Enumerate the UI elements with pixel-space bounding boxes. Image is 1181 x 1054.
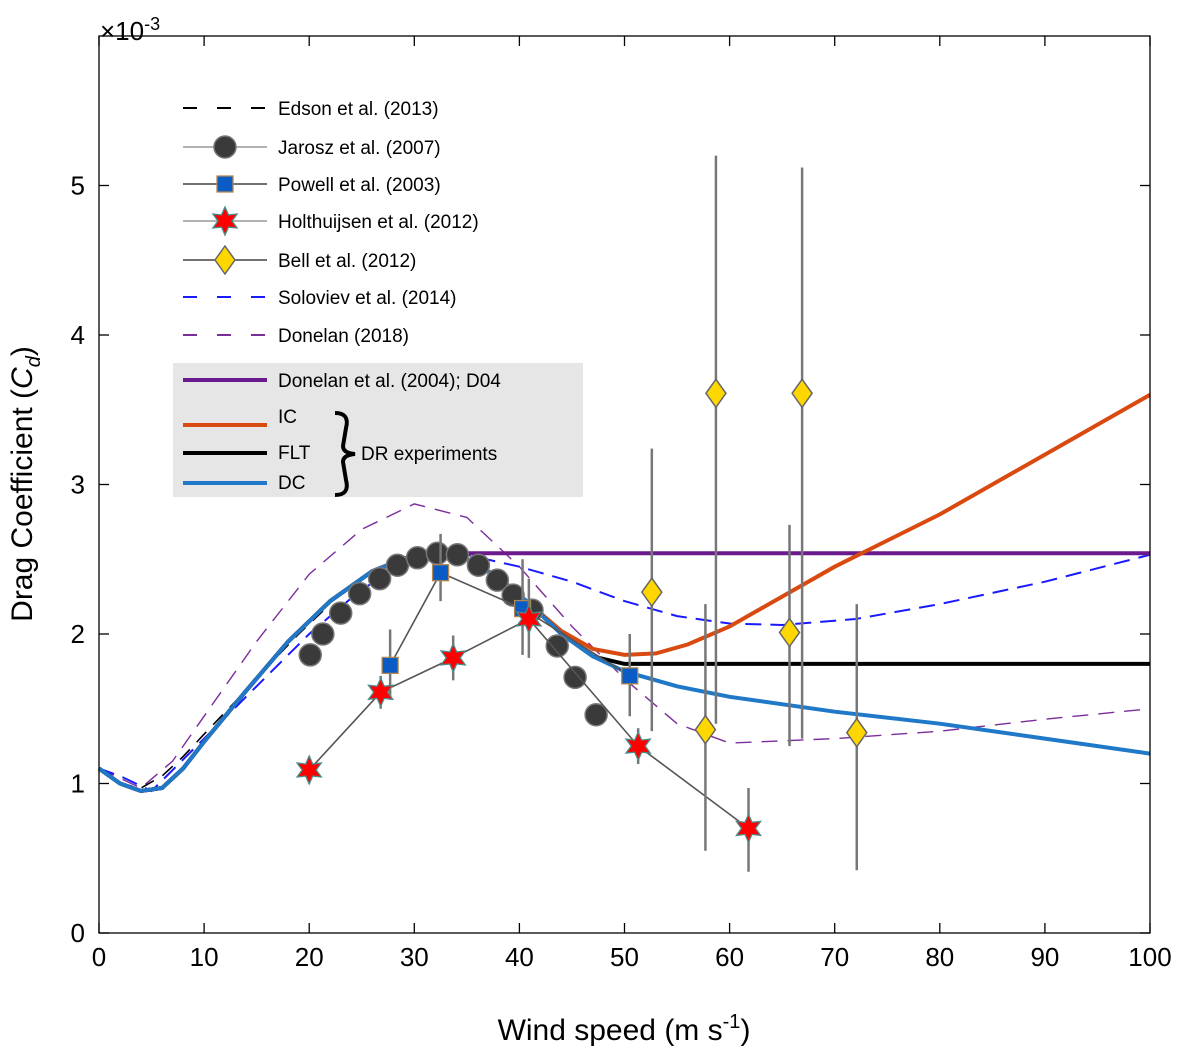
data-point-jarosz-et-al-2007	[347, 581, 372, 606]
legend-label-holthuijsen-et-al-2012: Holthuijsen et al. (2012)	[278, 212, 479, 233]
legend-marker-jarosz-et-al-2007	[213, 135, 237, 159]
data-point-holthuijsen-et-al-2012	[624, 730, 652, 762]
data-point-holthuijsen-et-al-2012	[515, 603, 543, 635]
x-tick-label: 60	[715, 942, 744, 972]
data-point-bell-et-al-2012	[705, 378, 727, 409]
data-point-jarosz-et-al-2007	[367, 566, 392, 591]
data-point-jarosz-et-al-2007	[563, 665, 587, 690]
series-line-holthuijsen-et-al-2012	[308, 618, 749, 830]
series-line-powell-et-al-2003	[389, 571, 631, 677]
legend-label-flt: FLT	[278, 443, 311, 464]
x-tick-label: 100	[1128, 942, 1171, 972]
x-tick-label: 50	[610, 942, 639, 972]
data-point-jarosz-et-al-2007	[545, 634, 569, 658]
data-point-bell-et-al-2012	[791, 378, 814, 409]
data-point-holthuijsen-et-al-2012	[439, 642, 467, 674]
data-point-jarosz-et-al-2007	[485, 568, 510, 592]
data-point-bell-et-al-2012	[640, 576, 663, 608]
data-point-bell-et-al-2012	[778, 617, 801, 648]
data-point-powell-et-al-2003	[621, 667, 639, 685]
legend-label-edson-et-al-2013: Edson et al. (2013)	[278, 99, 439, 120]
x-tick-label: 20	[295, 942, 324, 972]
legend-marker-holthuijsen-et-al-2012	[211, 205, 239, 237]
y-tick-label: 3	[71, 470, 85, 500]
y-tick-label: 0	[71, 918, 85, 948]
x-axis-label: Wind speed (m s-1)	[498, 1011, 751, 1047]
data-point-powell-et-al-2003	[431, 564, 450, 582]
data-point-jarosz-et-al-2007	[298, 643, 323, 667]
x-tick-label: 0	[92, 942, 106, 972]
y-tick-label: 5	[71, 171, 85, 201]
x-tick-label: 30	[400, 942, 429, 972]
data-point-jarosz-et-al-2007	[311, 622, 335, 646]
legend-marker-bell-et-al-2012	[214, 244, 236, 276]
data-point-jarosz-et-al-2007	[328, 601, 353, 625]
x-tick-label: 40	[505, 942, 534, 972]
x-tick-label: 10	[190, 942, 219, 972]
legend-label-dc: DC	[278, 473, 305, 494]
data-point-bell-et-al-2012	[694, 714, 717, 745]
x-tick-label: 80	[925, 942, 954, 972]
legend-label-donelan-et-al-2004-d04: Donelan et al. (2004); D04	[278, 371, 501, 392]
data-point-holthuijsen-et-al-2012	[735, 812, 762, 845]
legend-label-jarosz-et-al-2007: Jarosz et al. (2007)	[278, 138, 441, 159]
x-tick-label: 90	[1030, 942, 1059, 972]
legend-label-powell-et-al-2003: Powell et al. (2003)	[278, 175, 441, 196]
data-point-jarosz-et-al-2007	[466, 553, 491, 577]
data-point-powell-et-al-2003	[381, 656, 399, 675]
x-tick-label: 70	[820, 942, 849, 972]
legend-marker-powell-et-al-2003	[216, 175, 234, 193]
data-point-jarosz-et-al-2007	[405, 546, 430, 570]
data-point-jarosz-et-al-2007	[385, 553, 410, 577]
legend-label-ic: IC	[278, 407, 297, 428]
data-point-bell-et-al-2012	[845, 717, 868, 748]
data-point-jarosz-et-al-2007	[425, 541, 450, 566]
legend-label-bell-et-al-2012: Bell et al. (2012)	[278, 251, 416, 272]
legend-bracket	[334, 411, 356, 497]
legend-label-donelan-2018: Donelan (2018)	[278, 326, 409, 347]
y-tick-label: 1	[71, 769, 85, 799]
y-axis-label: Drag Coefficient (Cd)	[6, 346, 45, 622]
y-multiplier: ×10-3	[100, 14, 160, 46]
y-tick-label: 2	[71, 619, 85, 649]
legend-bracket-label: DR experiments	[361, 444, 497, 465]
legend-label-soloviev-et-al-2014: Soloviev et al. (2014)	[278, 288, 457, 309]
data-point-jarosz-et-al-2007	[445, 543, 470, 567]
legend-shaded-box	[173, 363, 583, 497]
data-point-holthuijsen-et-al-2012	[295, 754, 323, 786]
data-point-holthuijsen-et-al-2012	[367, 676, 395, 708]
y-tick-label: 4	[71, 320, 85, 350]
data-point-jarosz-et-al-2007	[584, 702, 608, 727]
